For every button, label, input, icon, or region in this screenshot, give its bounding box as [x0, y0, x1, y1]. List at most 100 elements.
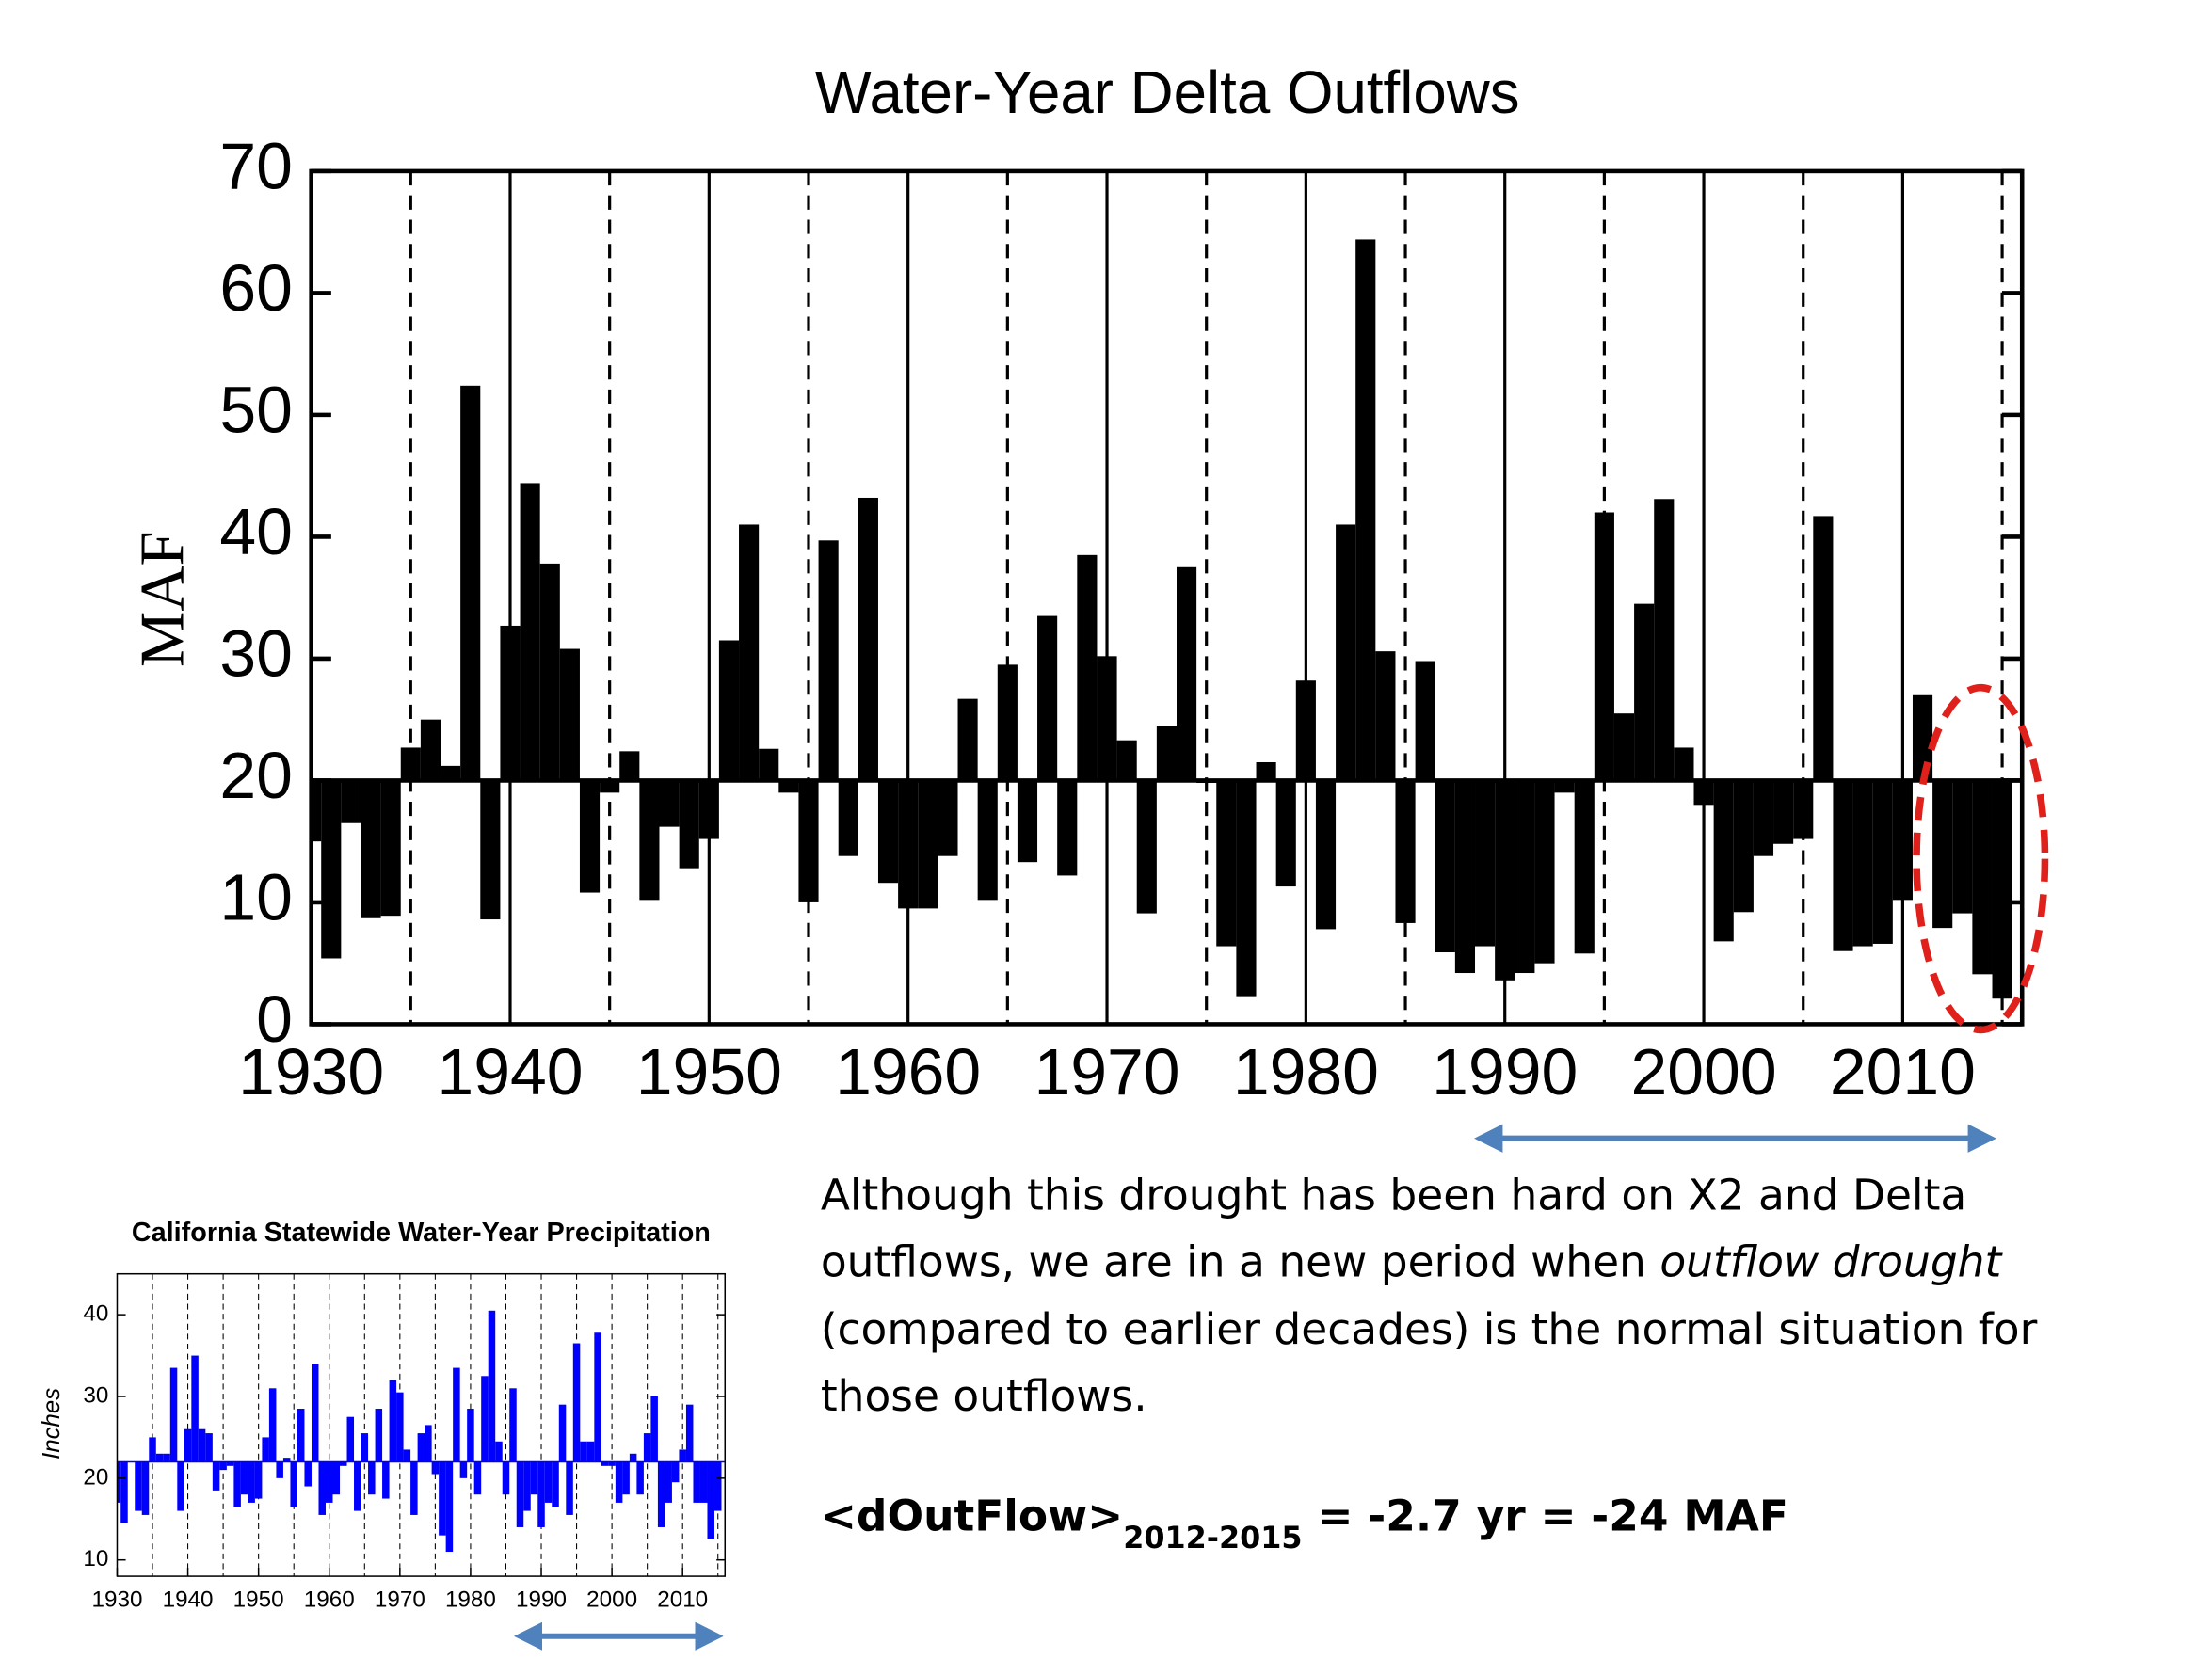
y-tick-label: 70	[219, 129, 293, 202]
formula-rest: = -2.7 yr = -24 MAF	[1303, 1492, 1788, 1541]
paragraph-line: (compared to earlier decades) is the nor…	[821, 1304, 2038, 1354]
y-tick-label: 60	[219, 251, 293, 325]
bar	[1912, 694, 1933, 781]
bar	[1793, 780, 1814, 839]
bar	[1375, 651, 1396, 781]
y-axis-label: Inches	[39, 1388, 65, 1460]
bar	[1753, 780, 1774, 856]
bar	[219, 1461, 227, 1471]
plot-area	[117, 1273, 726, 1577]
bar	[1475, 780, 1496, 947]
bar	[509, 1388, 517, 1462]
x-tick-label: 1950	[233, 1587, 284, 1612]
bar	[431, 1461, 440, 1475]
bar	[1136, 780, 1157, 914]
formula-main: <dOutFlow>	[821, 1492, 1123, 1541]
bar	[858, 497, 878, 781]
bar	[713, 1461, 722, 1511]
bar	[254, 1461, 263, 1499]
bar	[1852, 780, 1873, 947]
bar	[679, 1449, 686, 1462]
bar	[453, 1367, 460, 1462]
bar	[420, 719, 441, 781]
bar	[361, 1433, 369, 1462]
bar	[759, 748, 779, 781]
bar	[1156, 726, 1177, 781]
bar	[1057, 780, 1078, 876]
bar	[1932, 780, 1953, 929]
bar	[739, 524, 760, 781]
plot-frame	[309, 168, 2025, 1027]
formula-subscript: 2012-2015	[1123, 1520, 1302, 1555]
y-tick-label: 40	[83, 1301, 108, 1327]
bar	[608, 1461, 616, 1466]
bar	[495, 1441, 503, 1462]
bar	[169, 1367, 178, 1462]
bar	[400, 747, 421, 781]
text-run: (compared to earlier decades) is the nor…	[821, 1304, 2038, 1354]
bar	[1833, 780, 1853, 951]
bar	[619, 751, 640, 781]
bar	[1454, 780, 1476, 974]
bar	[718, 640, 740, 781]
x-tick-label: 1930	[91, 1587, 142, 1612]
bar	[650, 1396, 658, 1462]
x-tick-label: 2010	[1830, 1035, 1976, 1109]
bar	[622, 1461, 630, 1495]
bar	[425, 1425, 432, 1462]
bar	[1037, 615, 1058, 781]
bar	[346, 1416, 355, 1462]
bar	[445, 1461, 454, 1553]
bar	[818, 540, 839, 781]
bar	[693, 1461, 700, 1503]
bar	[1216, 780, 1237, 947]
bar	[500, 625, 521, 781]
bar	[516, 1461, 524, 1527]
bar	[177, 1461, 184, 1511]
bar	[1713, 780, 1734, 942]
bar	[1116, 740, 1137, 781]
bar	[977, 780, 998, 901]
x-tick-label: 1940	[163, 1587, 214, 1612]
x-tick-label: 1940	[437, 1035, 583, 1109]
bar	[778, 780, 799, 793]
bar	[601, 1461, 609, 1466]
x-tick-label: 1950	[636, 1035, 782, 1109]
bar	[233, 1461, 241, 1507]
bar	[685, 1404, 694, 1462]
bar	[552, 1461, 559, 1507]
bar	[838, 780, 858, 856]
bar	[957, 698, 978, 781]
bar	[1733, 780, 1754, 913]
bar	[276, 1461, 283, 1478]
bar	[403, 1449, 411, 1462]
bar	[997, 664, 1018, 781]
y-tick-label: 10	[219, 860, 293, 933]
bar	[318, 1461, 326, 1515]
bar	[1236, 780, 1257, 997]
x-tick-label: 1970	[375, 1587, 425, 1612]
bar	[1097, 656, 1117, 781]
bar	[311, 780, 322, 842]
bar	[559, 648, 580, 781]
bar	[539, 563, 560, 781]
bar	[1435, 780, 1455, 953]
bar	[639, 780, 660, 901]
bar	[629, 1453, 637, 1462]
bar	[389, 1380, 397, 1462]
bar	[332, 1461, 341, 1495]
bar	[467, 1409, 474, 1462]
bar	[579, 780, 601, 893]
y-tick-label: 30	[83, 1382, 108, 1408]
y-axis-label: MAF	[128, 531, 197, 667]
bar	[304, 1461, 312, 1487]
bar	[1613, 713, 1635, 781]
bar	[488, 1310, 496, 1462]
bar	[698, 780, 719, 839]
bar	[566, 1461, 573, 1515]
highlight-ellipse	[1913, 683, 2049, 1034]
bar	[198, 1428, 206, 1462]
bar	[396, 1392, 404, 1462]
